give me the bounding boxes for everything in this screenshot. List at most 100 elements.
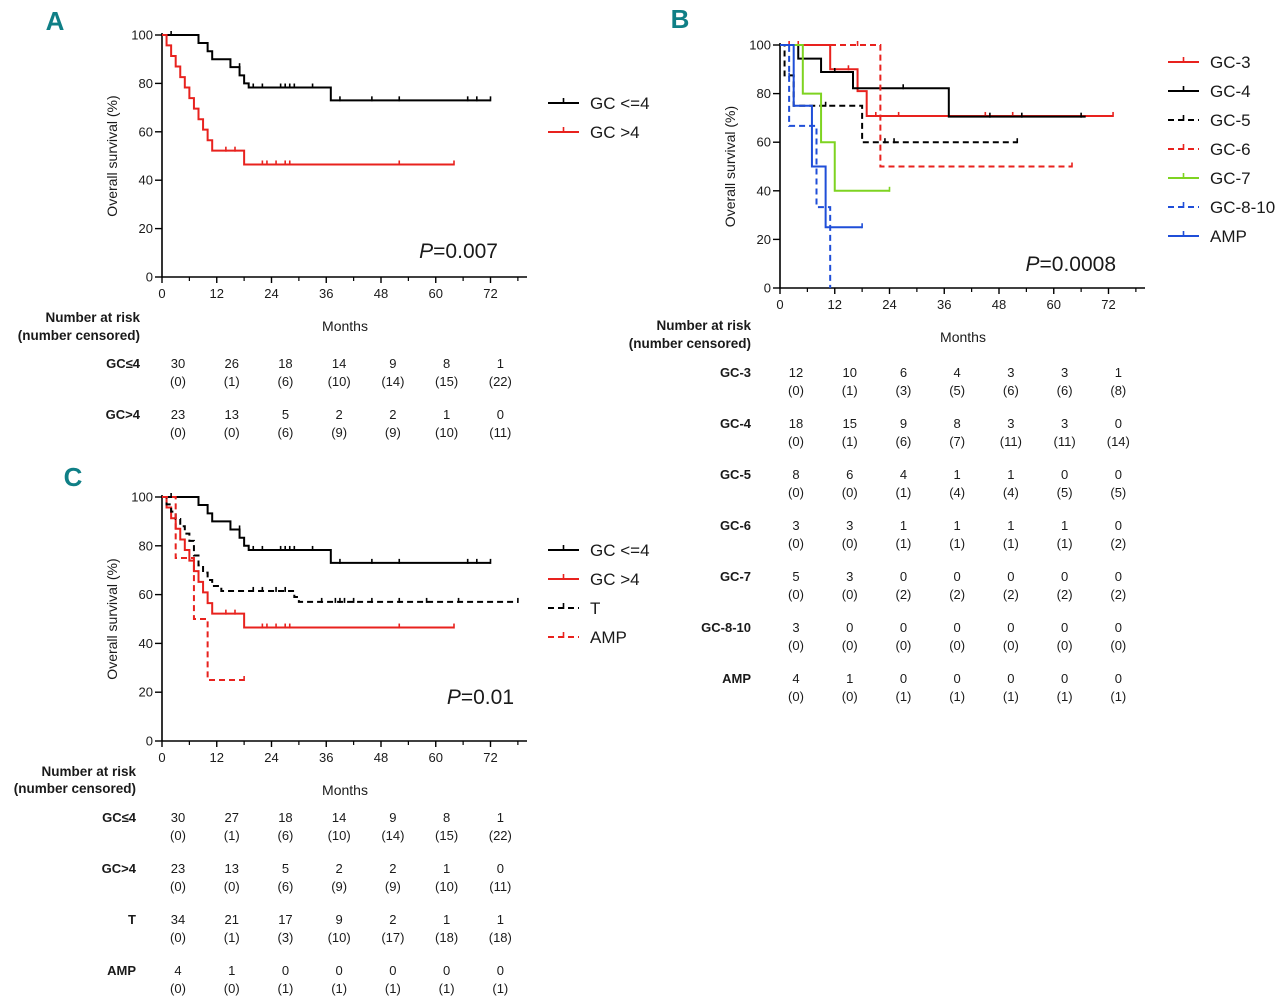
risk-row-label: GC-3 bbox=[720, 365, 751, 380]
risk-row: GC>4 23 (0) 13 (0) 5 (6) 2 (9) 2 (9) 1 (10) 0 (11) bbox=[106, 407, 512, 440]
risk-count: 3 bbox=[1061, 416, 1068, 431]
survival-curve bbox=[162, 496, 245, 681]
x-tick-label: 24 bbox=[264, 750, 278, 765]
risk-row: AMP 4 (0) 1 (0) 0 (1) 0 (1) 0 (1) 0 (1) 0 (1) bbox=[107, 963, 508, 996]
risk-count: 4 bbox=[900, 467, 907, 482]
risk-censored: (10) bbox=[435, 425, 458, 440]
risk-censored: (9) bbox=[385, 879, 401, 894]
risk-count: 0 bbox=[497, 963, 504, 978]
risk-censored: (0) bbox=[170, 828, 186, 843]
legend-label: GC <=4 bbox=[590, 94, 650, 113]
risk-count: 1 bbox=[497, 810, 504, 825]
risk-count: 34 bbox=[171, 912, 185, 927]
legend-label: GC <=4 bbox=[590, 541, 650, 560]
x-axis-title: Months bbox=[940, 329, 986, 345]
x-tick-label: 12 bbox=[210, 286, 224, 301]
p-value-symbol: P bbox=[1025, 253, 1039, 276]
risk-count: 9 bbox=[389, 810, 396, 825]
risk-censored: (0) bbox=[170, 425, 186, 440]
risk-count: 4 bbox=[174, 963, 181, 978]
risk-count: 0 bbox=[1061, 620, 1068, 635]
risk-censored: (6) bbox=[895, 434, 911, 449]
risk-censored: (4) bbox=[949, 485, 965, 500]
survival-curve bbox=[780, 44, 890, 192]
risk-row-label: GC-4 bbox=[720, 416, 752, 431]
risk-censored: (10) bbox=[435, 879, 458, 894]
survival-curve bbox=[780, 44, 1072, 168]
risk-row: GC-4 18 (0) 15 (1) 9 (6) 8 (7) 3 (11) 3 (11) 0 (14) bbox=[720, 416, 1130, 449]
risk-count: 9 bbox=[336, 912, 343, 927]
risk-count: 3 bbox=[846, 569, 853, 584]
y-tick-label: 0 bbox=[146, 270, 153, 285]
risk-censored: (10) bbox=[328, 828, 351, 843]
risk-count: 6 bbox=[900, 365, 907, 380]
x-tick-label: 48 bbox=[374, 750, 388, 765]
risk-row: GC≤4 30 (0) 26 (1) 18 (6) 14 (10) 9 (14) 8 (15) 1 (22) bbox=[106, 356, 512, 389]
risk-count: 0 bbox=[1115, 569, 1122, 584]
risk-row-label: GC-7 bbox=[720, 569, 751, 584]
risk-count: 8 bbox=[443, 810, 450, 825]
x-tick-label: 24 bbox=[264, 286, 278, 301]
survival-curve bbox=[162, 34, 491, 102]
legend-entry: AMP bbox=[548, 628, 627, 647]
series-gc-4 bbox=[780, 44, 1086, 118]
risk-count: 30 bbox=[171, 356, 185, 371]
risk-count: 8 bbox=[443, 356, 450, 371]
risk-censored: (14) bbox=[381, 374, 404, 389]
risk-censored: (1) bbox=[1057, 536, 1073, 551]
x-tick-label: 0 bbox=[158, 286, 165, 301]
legend-label: T bbox=[590, 599, 600, 618]
risk-table-title: Number at risk bbox=[41, 764, 136, 779]
x-tick-label: 24 bbox=[882, 297, 896, 312]
y-tick-label: 20 bbox=[757, 232, 771, 247]
legend-entry: GC-4 bbox=[1168, 82, 1251, 101]
y-tick-label: 0 bbox=[764, 281, 771, 296]
risk-censored: (1) bbox=[895, 536, 911, 551]
risk-count: 2 bbox=[336, 861, 343, 876]
risk-censored: (1) bbox=[385, 981, 401, 996]
risk-count: 0 bbox=[846, 620, 853, 635]
risk-censored: (22) bbox=[489, 828, 512, 843]
risk-censored: (9) bbox=[385, 425, 401, 440]
series-gc-3 bbox=[780, 41, 1114, 117]
p-value-number: =0.007 bbox=[433, 240, 498, 263]
legend-label: GC-8-10 bbox=[1210, 198, 1275, 217]
risk-count: 0 bbox=[1007, 569, 1014, 584]
risk-count: 1 bbox=[1115, 365, 1122, 380]
risk-count: 14 bbox=[332, 356, 346, 371]
risk-row: GC-8-10 3 (0) 0 (0) 0 (0) 0 (0) 0 (0) 0 (0) 0 (0) bbox=[701, 620, 1126, 653]
x-tick-label: 48 bbox=[992, 297, 1006, 312]
risk-censored: (11) bbox=[1054, 434, 1076, 449]
series-gc-5 bbox=[780, 44, 1019, 144]
risk-count: 0 bbox=[282, 963, 289, 978]
legend-entry: GC-3 bbox=[1168, 53, 1251, 72]
risk-censored: (5) bbox=[1110, 485, 1126, 500]
risk-count: 1 bbox=[497, 356, 504, 371]
risk-row: GC>4 23 (0) 13 (0) 5 (6) 2 (9) 2 (9) 1 (10) 0 (11) bbox=[102, 861, 512, 894]
p-value-symbol: P bbox=[447, 686, 461, 709]
risk-censored: (2) bbox=[895, 587, 911, 602]
legend-entry: GC-6 bbox=[1168, 140, 1251, 159]
panel-letter: B bbox=[671, 4, 690, 34]
risk-row: GC≤4 30 (0) 27 (1) 18 (6) 14 (10) 9 (14) 8 (15) 1 (22) bbox=[102, 810, 512, 843]
risk-censored: (17) bbox=[381, 930, 404, 945]
risk-row-label: GC-8-10 bbox=[701, 620, 751, 635]
series-gc-4 bbox=[162, 34, 455, 166]
risk-table: Number at risk (number censored) GC≤4 30 (0)… bbox=[14, 764, 512, 996]
risk-censored: (22) bbox=[489, 374, 512, 389]
x-tick-label: 0 bbox=[776, 297, 783, 312]
risk-count: 0 bbox=[1061, 569, 1068, 584]
risk-censored: (1) bbox=[842, 434, 858, 449]
risk-count: 1 bbox=[1007, 518, 1014, 533]
risk-count: 14 bbox=[332, 810, 346, 825]
risk-row: T 34 (0) 21 (1) 17 (3) 9 (10) 2 (17) 1 (18) 1 (18) bbox=[128, 912, 512, 945]
risk-censored: (1) bbox=[1110, 689, 1126, 704]
risk-count: 1 bbox=[443, 407, 450, 422]
x-tick-label: 0 bbox=[158, 750, 165, 765]
x-axis-title: Months bbox=[322, 318, 368, 334]
risk-count: 0 bbox=[1115, 518, 1122, 533]
risk-censored: (6) bbox=[277, 828, 293, 843]
